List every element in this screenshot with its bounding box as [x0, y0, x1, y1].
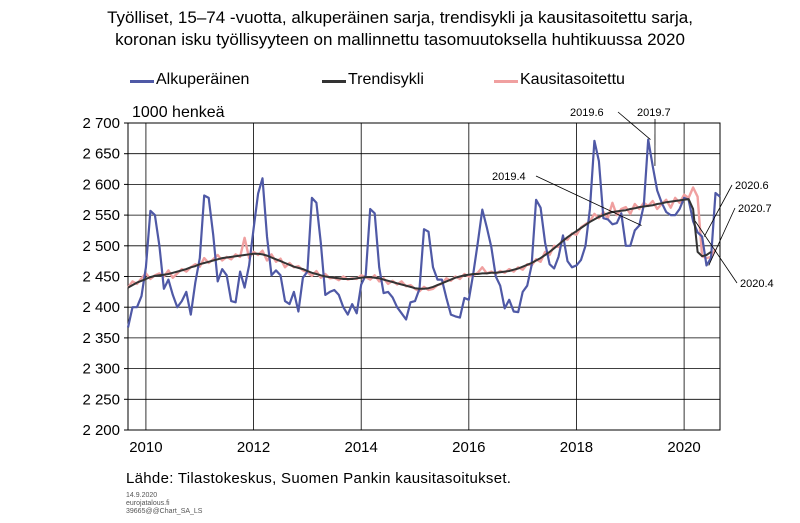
annotation-pointer [708, 207, 736, 266]
meta-chart-id: 39665@@Chart_SA_LS [126, 508, 203, 515]
legend-label-trend: Trendisykli [348, 71, 424, 88]
chart-title-line-2: koronan isku työllisyyteen on mallinnett… [115, 30, 685, 49]
x-tick-label: 2018 [560, 439, 593, 456]
x-tick-label: 2010 [129, 439, 162, 456]
y-tick-label: 2 250 [82, 391, 120, 408]
legend-swatch-seasonal [494, 80, 518, 83]
meta-site: eurojatalous.fi [126, 500, 170, 507]
annotation-pointer [535, 175, 642, 226]
legend-label-original: Alkuperäinen [156, 71, 250, 88]
chart-title-line-1: Työlliset, 15–74 -vuotta, alkuperäinen s… [107, 8, 693, 27]
legend-label-seasonal: Kausitasoitettu [520, 71, 625, 88]
y-tick-label: 2 600 [82, 176, 120, 193]
chart-legend: Alkuperäinen Trendisykli Kausitasoitettu [0, 70, 800, 92]
annotation-label: 2019.7 [637, 107, 671, 119]
annotation-pointer [617, 111, 651, 140]
y-tick-label: 2 550 [82, 207, 120, 224]
plot-frame [127, 122, 721, 431]
annotation-label: 2020.4 [740, 278, 774, 290]
x-tick-label: 2016 [452, 439, 485, 456]
x-tick-label: 2020 [667, 439, 700, 456]
y-tick-label: 2 650 [82, 146, 120, 163]
y-tick-label: 2 500 [82, 238, 120, 255]
annotation-pointer [694, 221, 738, 284]
meta-date: 14.9.2020 [126, 492, 158, 499]
series-line-original [126, 138, 721, 328]
annotation-pointer [703, 184, 733, 237]
annotation-label: 2020.7 [738, 203, 772, 215]
y-tick-label: 2 700 [82, 115, 120, 132]
y-tick-label: 2 450 [82, 269, 120, 286]
annotation-label: 2019.4 [492, 171, 526, 183]
legend-swatch-trend [322, 80, 346, 83]
y-tick-label: 2 400 [82, 299, 120, 316]
y-tick-label: 2 200 [82, 422, 120, 439]
source-note: Lähde: Tilastokeskus, Suomen Pankin kaus… [126, 470, 512, 487]
annotation-label: 2020.6 [735, 180, 769, 192]
x-tick-label: 2012 [237, 439, 270, 456]
annotation-label: 2019.6 [570, 107, 604, 119]
y-tick-label: 2 350 [82, 330, 120, 347]
y-axis-unit-label: 1000 henkeä [132, 104, 225, 121]
legend-swatch-original [130, 80, 154, 83]
series-line-trend [127, 198, 712, 290]
x-tick-label: 2014 [345, 439, 378, 456]
y-tick-label: 2 300 [82, 361, 120, 378]
